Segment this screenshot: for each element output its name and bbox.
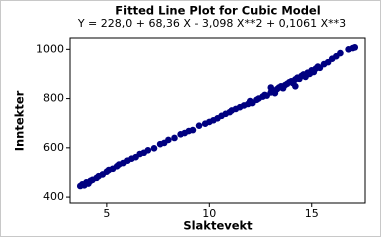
point	[267, 84, 275, 91]
point	[150, 145, 158, 152]
point	[195, 122, 203, 129]
point	[351, 44, 359, 51]
x-tick-label: 5	[103, 207, 110, 220]
x-tick-label: 10	[202, 207, 216, 220]
point	[165, 136, 172, 144]
x-axis-label: Slaktevekt	[183, 219, 253, 233]
point	[337, 49, 344, 57]
y-tick-label: 400	[43, 190, 64, 203]
point	[171, 134, 178, 142]
y-axis-label: Inntekter	[13, 90, 27, 151]
point	[292, 82, 299, 90]
chart-title: Fitted Line Plot for Cubic Model	[115, 4, 320, 18]
y-tick-label: 1000	[36, 42, 64, 55]
chart-subtitle: Y = 228,0 + 68,36 X - 3,098 X**2 + 0,106…	[77, 17, 346, 30]
point	[189, 126, 197, 134]
y-tick-label: 600	[43, 141, 64, 154]
point	[144, 146, 152, 154]
y-tick-label: 800	[43, 92, 64, 105]
x-tick-label: 15	[305, 207, 319, 220]
